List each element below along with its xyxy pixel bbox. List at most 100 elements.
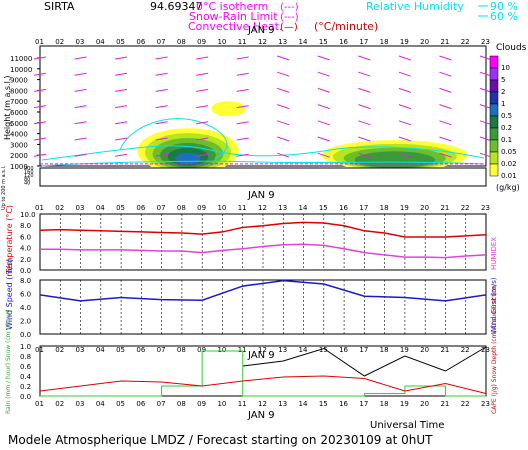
colorbar-level-label: 10	[501, 64, 510, 72]
clouds-lower-tick-label: 160	[24, 170, 34, 176]
wind-arrow	[277, 152, 290, 158]
wind-arrow	[317, 152, 330, 158]
site-label: SIRTA	[44, 0, 75, 13]
colorbar-level-label: 0.01	[501, 172, 517, 180]
clouds-lower-tick-label: 80	[24, 177, 30, 183]
series-temperature	[39, 221, 487, 238]
clouds-top-tick-label: 16	[339, 38, 348, 46]
temp-top-tick-label: 11	[238, 204, 247, 212]
wind-ytick-label: 0.0	[20, 331, 31, 339]
wind-arrow	[74, 72, 87, 76]
temp-top-tick-label: 06	[136, 204, 145, 212]
clouds-top-tick-label: 20	[420, 38, 429, 46]
temp-top-tick-label: 12	[258, 204, 267, 212]
precip-bottom-tick-label: 09	[197, 400, 206, 408]
colorbar-title: Clouds	[496, 43, 527, 53]
precip-top-tick-label: 10	[217, 346, 226, 354]
precip-bottom-tick-label: 20	[420, 400, 429, 408]
precip-top-tick-label: 18	[380, 346, 389, 354]
legend-rh-90: 90 %	[490, 0, 518, 13]
wind-arrow	[236, 121, 249, 125]
wind-arrow	[33, 56, 47, 60]
coords-label: 94.69347	[150, 0, 203, 13]
clouds-ytick-label: 4000	[10, 131, 28, 139]
wind-panel: 0.0 2.0 4.0 6.0 8.0 Wind Speed (m/s) Wind Gust…	[5, 259, 498, 339]
precip-top-tick-label: 08	[177, 346, 186, 354]
colorbar-swatch	[489, 67, 499, 81]
colorbar-level-label: 0.1	[501, 136, 512, 144]
series-cape	[39, 375, 487, 394]
temp-ytick-label: 6.0	[20, 233, 31, 241]
clouds-ylabel: Height (m a.s.l.)	[3, 76, 12, 141]
wind-arrow	[33, 137, 47, 141]
precip-top-tick-label: 16	[339, 346, 348, 354]
legend-convective: Convective Heat.	[188, 20, 282, 33]
cloud-area-0	[175, 152, 201, 165]
wind-arrow	[115, 121, 128, 125]
series-rain	[40, 350, 486, 397]
gust-ylabel: Wind Gust (m/s)	[490, 277, 498, 334]
clouds-ytick-label: 9000	[10, 77, 28, 85]
wind-arrow	[398, 87, 412, 93]
colorbar-swatch	[489, 151, 499, 165]
clouds-lower-ylabel: Up to 200 m a.s.l.	[1, 165, 7, 210]
wind-arrow	[358, 55, 371, 61]
clouds-top-tick-label: 05	[116, 38, 125, 46]
colorbar-swatch	[489, 55, 499, 69]
precip-top-tick-label: 23	[481, 346, 490, 354]
colorbar-level-label: 1	[501, 100, 505, 108]
clouds-top-tick-label: 10	[217, 38, 226, 46]
wind-arrow	[196, 72, 209, 76]
wind-arrow	[155, 137, 168, 141]
precip-date-label: JAN 9	[247, 350, 275, 361]
precip-top-tick-label: 13	[278, 346, 287, 354]
bottom-date-label: JAN 9	[247, 410, 275, 421]
colorbar-swatch	[489, 115, 499, 129]
precip-bottom-tick-label: 02	[55, 400, 64, 408]
clouds-colorbar: Clouds 10 5 2 1 0.5 0.2 0.1 0.05 0.02 0.01 (g/kg)	[489, 43, 527, 192]
precip-top-tick-label: 02	[55, 346, 64, 354]
humidex-ylabel: HUMIDEX	[490, 237, 498, 270]
series-wind-speed	[39, 279, 487, 302]
wind-arrow	[196, 56, 209, 60]
clouds-top-tick-label: 07	[157, 38, 166, 46]
precip-ytick-label: 1.0	[20, 343, 31, 351]
colorbar-level-label: 0.05	[501, 148, 517, 156]
precip-top-tick-label: 03	[76, 346, 85, 354]
precip-bottom-tick-label: 07	[157, 400, 166, 408]
wind-arrow	[277, 71, 290, 77]
precip-bottom-tick-label: 03	[76, 400, 85, 408]
precip-bottom-tick-label: 11	[238, 400, 247, 408]
wind-arrow	[74, 56, 87, 60]
wind-ytick-label: 4.0	[20, 304, 31, 312]
temp-ytick-label: 0.0	[20, 267, 31, 275]
temp-ytick-label: 4.0	[20, 245, 31, 253]
wind-arrow	[196, 105, 209, 109]
wind-arrow	[398, 120, 412, 126]
precip-ytick-label: 0.4	[20, 373, 32, 381]
colorbar-level-label: 0.2	[501, 124, 512, 132]
wind-arrow	[196, 88, 209, 92]
temperature-panel: 01 02 03 04 05 06 07 08 09 10 11 12 13 14 15 16 17 18 19 20…	[5, 204, 498, 275]
wind-arrow	[439, 104, 452, 110]
wind-arrow	[236, 153, 249, 157]
precip-bottom-tick-label: 10	[217, 400, 226, 408]
precip-bottom-tick-label: 14	[299, 400, 308, 408]
wind-arrow	[236, 72, 249, 76]
universal-time-label: Universal Time	[370, 420, 444, 431]
clouds-ytick-label: 11000	[10, 55, 32, 63]
wind-arrow	[33, 72, 47, 76]
clouds-lower-tick-label: 40	[24, 180, 30, 186]
temp-ytick-label: 8.0	[20, 222, 31, 230]
clouds-ytick-label: 3000	[10, 141, 28, 149]
temp-top-tick-label: 21	[440, 204, 449, 212]
temp-top-tick-label: 01	[35, 204, 44, 212]
colorbar-level-label: 0.5	[501, 112, 512, 120]
top-date-label: JAN 9	[247, 25, 275, 36]
rh-contour	[41, 145, 485, 161]
wind-arrow	[277, 87, 290, 93]
temp-top-tick-label: 04	[96, 204, 105, 212]
precip-top-tick-label: 20	[420, 346, 429, 354]
temp-top-tick-label: 09	[197, 204, 206, 212]
clouds-top-tick-label: 18	[380, 38, 389, 46]
